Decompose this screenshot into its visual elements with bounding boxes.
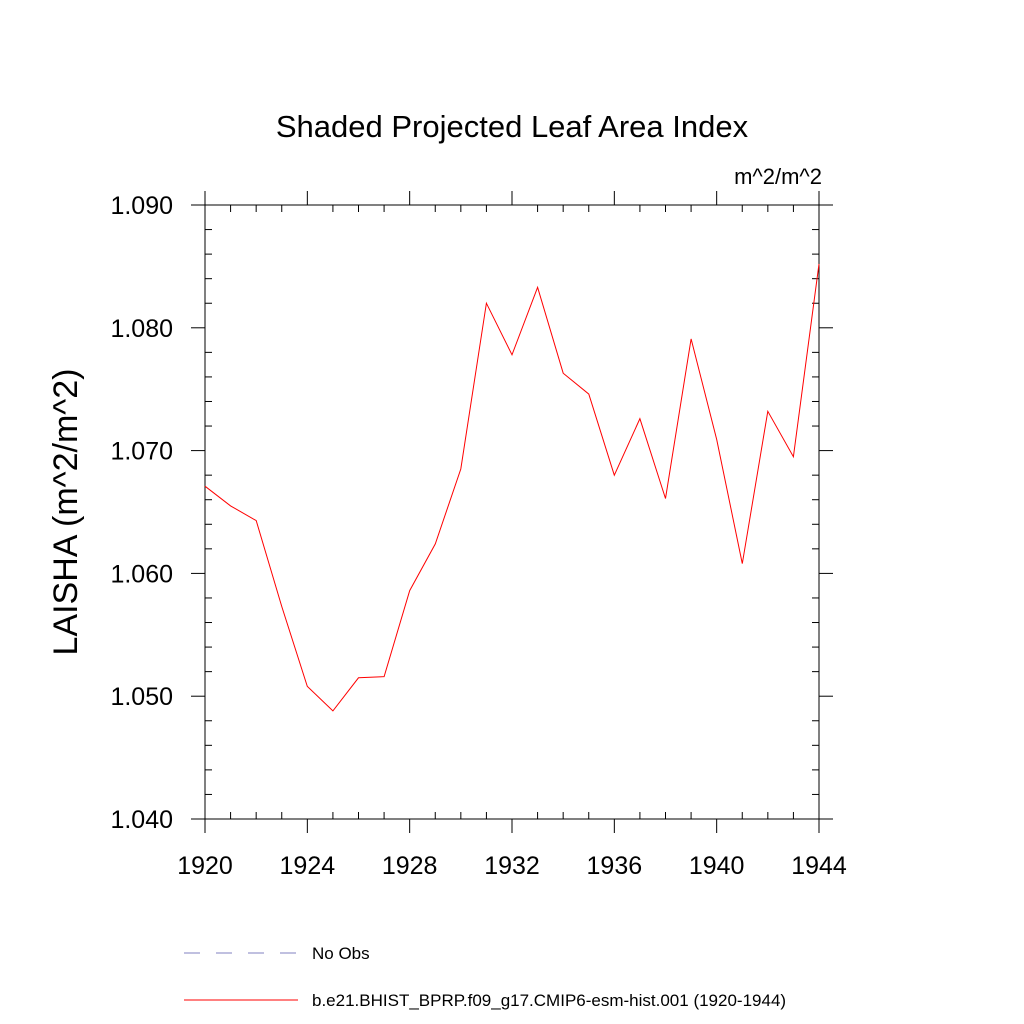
units-label: m^2/m^2 (734, 164, 822, 189)
y-tick-label: 1.080 (110, 315, 173, 343)
y-tick-label: 1.050 (110, 683, 173, 711)
legend-label-no-obs: No Obs (312, 944, 370, 963)
x-tick-label: 1940 (689, 852, 745, 880)
x-tick-labels: 1920 1924 1928 1932 1936 1940 1944 (177, 852, 847, 880)
y-tick-label: 1.090 (110, 192, 173, 220)
legend: No Obs b.e21.BHIST_BPRP.f09_g17.CMIP6-es… (184, 944, 786, 1010)
plot-frame (204, 204, 820, 820)
chart-title: Shaded Projected Leaf Area Index (276, 109, 749, 144)
y-tick-label: 1.040 (110, 806, 173, 834)
x-tick-label: 1928 (382, 852, 438, 880)
axis-ticks (191, 191, 833, 833)
legend-label-model: b.e21.BHIST_BPRP.f09_g17.CMIP6-esm-hist.… (312, 991, 786, 1010)
series-line (204, 263, 820, 712)
y-tick-label: 1.060 (110, 560, 173, 588)
y-tick-label: 1.070 (110, 438, 173, 466)
y-axis-label: LAISHA (m^2/m^2) (47, 369, 85, 656)
x-tick-label: 1944 (791, 852, 847, 880)
x-tick-label: 1936 (587, 852, 643, 880)
x-tick-label: 1920 (177, 852, 233, 880)
y-tick-labels: 1.040 1.050 1.060 1.070 1.080 1.090 (110, 192, 173, 834)
x-tick-label: 1924 (280, 852, 336, 880)
x-tick-label: 1932 (484, 852, 540, 880)
